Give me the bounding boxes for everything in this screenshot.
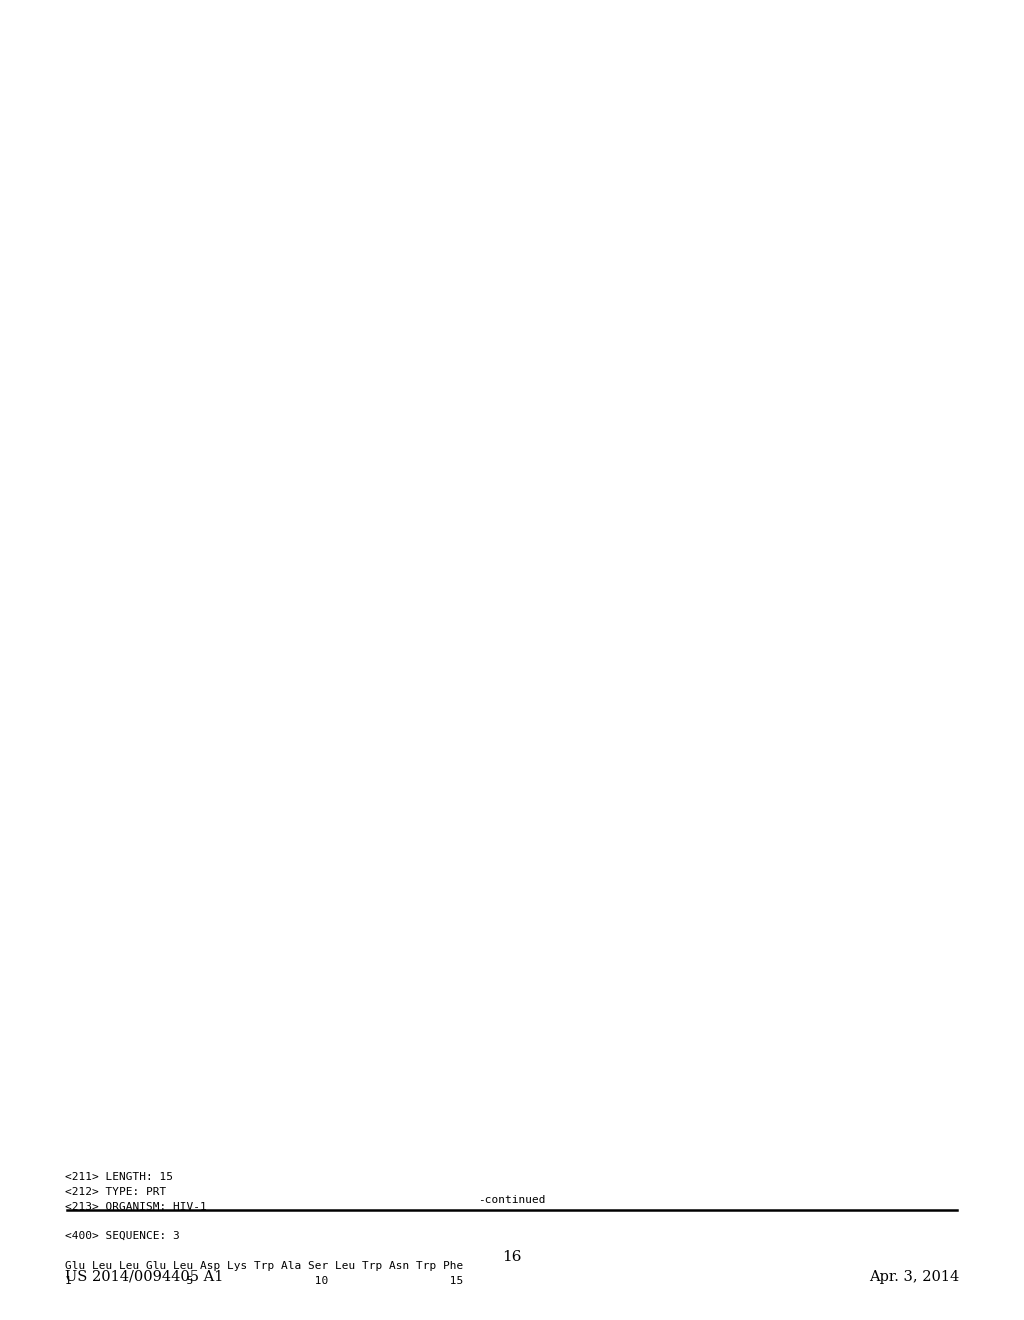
Text: <211> LENGTH: 15: <211> LENGTH: 15: [65, 1172, 173, 1181]
Text: <213> ORGANISM: HIV-1: <213> ORGANISM: HIV-1: [65, 1201, 207, 1212]
Text: -continued: -continued: [478, 1195, 546, 1205]
Text: US 2014/0094405 A1: US 2014/0094405 A1: [65, 1270, 223, 1284]
Text: 16: 16: [502, 1250, 522, 1265]
Text: Apr. 3, 2014: Apr. 3, 2014: [868, 1270, 959, 1284]
Text: 1                 5                  10                  15: 1 5 10 15: [65, 1275, 463, 1286]
Text: Glu Leu Leu Glu Leu Asp Lys Trp Ala Ser Leu Trp Asn Trp Phe: Glu Leu Leu Glu Leu Asp Lys Trp Ala Ser …: [65, 1261, 463, 1271]
Text: <212> TYPE: PRT: <212> TYPE: PRT: [65, 1187, 166, 1197]
Text: <400> SEQUENCE: 3: <400> SEQUENCE: 3: [65, 1232, 180, 1241]
